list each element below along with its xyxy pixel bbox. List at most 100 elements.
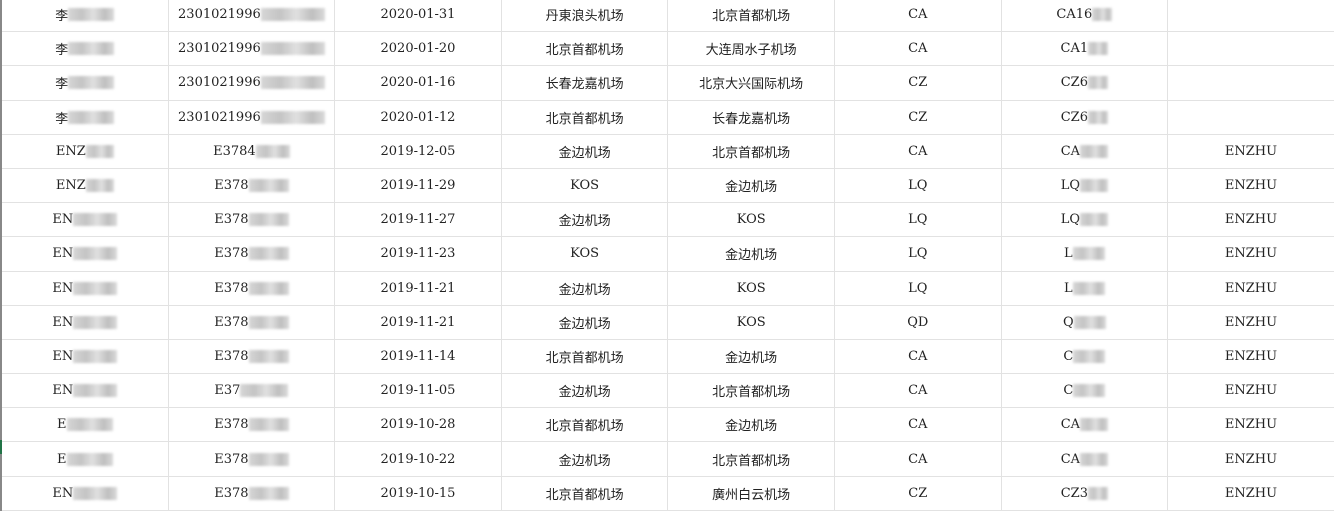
cell-airline[interactable]: CZ [835, 100, 1002, 134]
cell-from[interactable]: 北京首都机场 [502, 100, 669, 134]
cell-flight[interactable]: CA1 [1002, 32, 1169, 66]
cell-passenger[interactable]: ENZHU [1168, 408, 1334, 442]
cell-name[interactable]: 李 [2, 66, 169, 100]
cell-date[interactable]: 2019-10-15 [335, 476, 502, 510]
cell-name[interactable]: EN [2, 305, 169, 339]
cell-id[interactable]: E378 [169, 408, 336, 442]
cell-date[interactable]: 2019-11-14 [335, 339, 502, 374]
cell-name[interactable]: 李 [2, 0, 169, 32]
cell-flight[interactable]: L [1002, 271, 1169, 305]
cell-name[interactable]: 李 [2, 100, 169, 134]
cell-from[interactable]: 北京首都机场 [502, 476, 669, 510]
cell-to[interactable]: 北京大兴国际机场 [668, 66, 835, 100]
cell-to[interactable]: 金边机场 [668, 168, 835, 203]
cell-to[interactable]: 北京首都机场 [668, 0, 835, 32]
cell-name[interactable]: EN [2, 237, 169, 271]
cell-name[interactable]: 李 [2, 32, 169, 66]
cell-from[interactable]: 长春龙嘉机场 [502, 66, 669, 100]
cell-to[interactable]: 大连周水子机场 [668, 32, 835, 66]
cell-date[interactable]: 2019-10-22 [335, 442, 502, 476]
cell-id[interactable]: E378 [169, 339, 336, 374]
cell-to[interactable]: 廣州白云机场 [668, 476, 835, 510]
cell-id[interactable]: 2301021996 [169, 66, 336, 100]
cell-airline[interactable]: LQ [835, 203, 1002, 237]
cell-name[interactable]: ENZ [2, 168, 169, 203]
cell-date[interactable]: 2019-10-28 [335, 408, 502, 442]
cell-id[interactable]: E378 [169, 271, 336, 305]
cell-to[interactable]: 长春龙嘉机场 [668, 100, 835, 134]
cell-date[interactable]: 2019-11-21 [335, 271, 502, 305]
cell-from[interactable]: 北京首都机场 [502, 408, 669, 442]
cell-passenger[interactable]: ENZHU [1168, 339, 1334, 374]
cell-date[interactable]: 2020-01-12 [335, 100, 502, 134]
cell-to[interactable]: KOS [668, 203, 835, 237]
cell-passenger[interactable] [1168, 66, 1334, 100]
cell-date[interactable]: 2019-12-05 [335, 134, 502, 168]
cell-from[interactable]: 金边机场 [502, 203, 669, 237]
cell-airline[interactable]: CA [835, 339, 1002, 374]
cell-date[interactable]: 2019-11-27 [335, 203, 502, 237]
cell-to[interactable]: 金边机场 [668, 408, 835, 442]
cell-to[interactable]: 金边机场 [668, 339, 835, 374]
cell-passenger[interactable]: ENZHU [1168, 168, 1334, 203]
cell-id[interactable]: 2301021996 [169, 0, 336, 32]
cell-date[interactable]: 2019-11-05 [335, 374, 502, 408]
cell-name[interactable]: EN [2, 476, 169, 510]
cell-passenger[interactable]: ENZHU [1168, 305, 1334, 339]
cell-flight[interactable]: CA [1002, 408, 1169, 442]
cell-flight[interactable]: CA [1002, 442, 1169, 476]
cell-name[interactable]: E [2, 442, 169, 476]
cell-airline[interactable]: CA [835, 32, 1002, 66]
cell-to[interactable]: 北京首都机场 [668, 374, 835, 408]
cell-date[interactable]: 2020-01-20 [335, 32, 502, 66]
cell-to[interactable]: KOS [668, 305, 835, 339]
cell-passenger[interactable]: ENZHU [1168, 442, 1334, 476]
cell-name[interactable]: EN [2, 339, 169, 374]
cell-airline[interactable]: CA [835, 442, 1002, 476]
cell-from[interactable]: 金边机场 [502, 374, 669, 408]
cell-id[interactable]: 2301021996 [169, 100, 336, 134]
cell-airline[interactable]: CZ [835, 66, 1002, 100]
cell-to[interactable]: 北京首都机场 [668, 134, 835, 168]
cell-to[interactable]: 金边机场 [668, 237, 835, 271]
cell-id[interactable]: E3784 [169, 134, 336, 168]
cell-from[interactable]: 金边机场 [502, 305, 669, 339]
cell-flight[interactable]: C [1002, 339, 1169, 374]
cell-id[interactable]: E378 [169, 442, 336, 476]
cell-airline[interactable]: CA [835, 408, 1002, 442]
cell-from[interactable]: KOS [502, 168, 669, 203]
cell-flight[interactable]: L [1002, 237, 1169, 271]
cell-passenger[interactable]: ENZHU [1168, 237, 1334, 271]
cell-id[interactable]: E37 [169, 374, 336, 408]
cell-airline[interactable]: LQ [835, 271, 1002, 305]
cell-name[interactable]: ENZ [2, 134, 169, 168]
cell-to[interactable]: KOS [668, 271, 835, 305]
cell-from[interactable]: KOS [502, 237, 669, 271]
cell-id[interactable]: E378 [169, 305, 336, 339]
cell-flight[interactable]: CZ6 [1002, 100, 1169, 134]
cell-flight[interactable]: CZ3 [1002, 476, 1169, 510]
cell-name[interactable]: EN [2, 374, 169, 408]
cell-flight[interactable]: Q [1002, 305, 1169, 339]
cell-passenger[interactable] [1168, 32, 1334, 66]
cell-airline[interactable]: CA [835, 134, 1002, 168]
cell-from[interactable]: 北京首都机场 [502, 339, 669, 374]
cell-id[interactable]: E378 [169, 237, 336, 271]
cell-airline[interactable]: LQ [835, 168, 1002, 203]
cell-date[interactable]: 2019-11-21 [335, 305, 502, 339]
cell-flight[interactable]: CA [1002, 134, 1169, 168]
cell-airline[interactable]: CA [835, 0, 1002, 32]
cell-id[interactable]: E378 [169, 203, 336, 237]
cell-flight[interactable]: CA16 [1002, 0, 1169, 32]
cell-passenger[interactable]: ENZHU [1168, 374, 1334, 408]
cell-date[interactable]: 2019-11-23 [335, 237, 502, 271]
cell-id[interactable]: E378 [169, 168, 336, 203]
cell-from[interactable]: 北京首都机场 [502, 32, 669, 66]
cell-id[interactable]: E378 [169, 476, 336, 510]
cell-passenger[interactable] [1168, 100, 1334, 134]
cell-name[interactable]: E [2, 408, 169, 442]
cell-from[interactable]: 金边机场 [502, 271, 669, 305]
cell-name[interactable]: EN [2, 271, 169, 305]
cell-airline[interactable]: QD [835, 305, 1002, 339]
cell-passenger[interactable]: ENZHU [1168, 476, 1334, 510]
